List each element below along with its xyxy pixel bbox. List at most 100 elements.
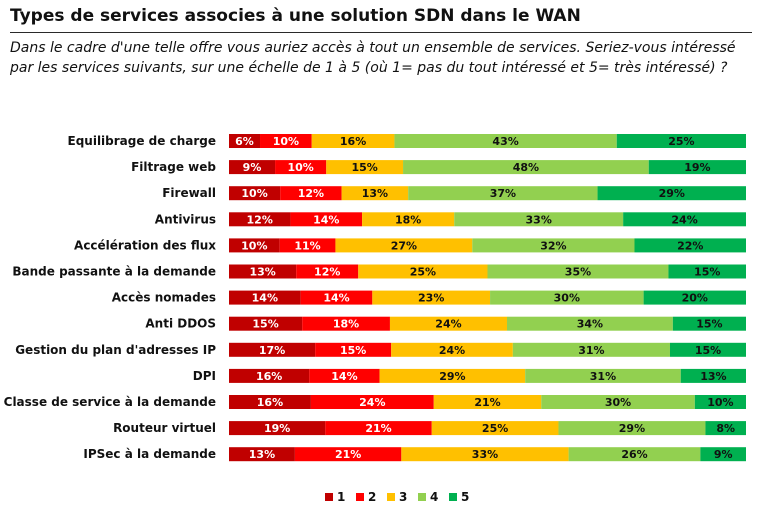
bar-segment-level-4 bbox=[394, 134, 617, 148]
bar-segment-level-3 bbox=[335, 238, 473, 253]
bar-segment-level-3 bbox=[326, 160, 404, 175]
bar-segment-level-2 bbox=[325, 421, 432, 436]
data-label: 13% bbox=[362, 187, 388, 200]
bar-segment-level-1 bbox=[229, 186, 281, 201]
bar-segment-level-1 bbox=[229, 264, 297, 279]
bar-segment-level-3 bbox=[358, 264, 488, 279]
data-label: 32% bbox=[540, 239, 566, 252]
data-label: 13% bbox=[249, 448, 275, 461]
bar-segment-level-4 bbox=[541, 395, 695, 409]
bar-segment-level-3 bbox=[401, 447, 569, 462]
bar-segment-level-1 bbox=[229, 447, 295, 462]
data-label: 25% bbox=[668, 135, 694, 148]
data-label: 35% bbox=[565, 266, 591, 279]
data-label: 27% bbox=[391, 239, 417, 252]
data-label: 29% bbox=[439, 370, 465, 383]
bar-segment-level-4 bbox=[454, 212, 624, 227]
bar-segment-level-2 bbox=[300, 290, 373, 305]
data-label: 16% bbox=[257, 396, 283, 409]
category-label: Bande passante à la demande bbox=[12, 265, 216, 279]
data-label: 21% bbox=[474, 396, 500, 409]
bar-segment-level-3 bbox=[379, 368, 526, 383]
data-label: 12% bbox=[247, 213, 273, 226]
bar-segment-level-4 bbox=[403, 160, 649, 175]
bar-segment-level-5 bbox=[648, 160, 746, 175]
data-label: 25% bbox=[482, 422, 508, 435]
bar-segment-level-3 bbox=[433, 395, 542, 409]
bar-segment-level-3 bbox=[372, 290, 491, 305]
legend-swatch bbox=[449, 493, 457, 501]
data-label: 26% bbox=[621, 448, 647, 461]
bar-segment-level-2 bbox=[279, 238, 336, 253]
data-label: 29% bbox=[659, 187, 685, 200]
data-label: 15% bbox=[340, 344, 366, 357]
data-label: 17% bbox=[259, 344, 285, 357]
category-label: Accélération des flux bbox=[74, 238, 216, 252]
bar-segment-level-4 bbox=[408, 186, 598, 201]
data-label: 24% bbox=[671, 213, 697, 226]
bar-segment-level-3 bbox=[311, 134, 395, 148]
bar-segment-level-5 bbox=[672, 316, 746, 331]
data-label: 14% bbox=[252, 292, 278, 305]
data-label: 43% bbox=[492, 135, 518, 148]
bar-segment-level-4 bbox=[558, 421, 706, 436]
data-label: 24% bbox=[359, 396, 385, 409]
data-label: 19% bbox=[684, 161, 710, 174]
bar-segment-level-1 bbox=[229, 395, 311, 409]
bar-segment-level-5 bbox=[680, 368, 746, 383]
data-label: 10% bbox=[707, 396, 733, 409]
category-label: Antivirus bbox=[155, 212, 216, 226]
data-label: 15% bbox=[694, 266, 720, 279]
data-label: 37% bbox=[490, 187, 516, 200]
bar-segment-level-3 bbox=[389, 316, 508, 331]
data-label: 24% bbox=[439, 344, 465, 357]
data-label: 33% bbox=[526, 213, 552, 226]
bar-segment-level-5 bbox=[700, 447, 746, 462]
data-label: 13% bbox=[249, 266, 275, 279]
bar-segment-level-4 bbox=[512, 342, 670, 357]
data-label: 12% bbox=[314, 266, 340, 279]
data-label: 9% bbox=[243, 161, 262, 174]
bar-segment-level-1 bbox=[229, 316, 303, 331]
legend-label: 4 bbox=[430, 490, 438, 504]
bar-segment-level-2 bbox=[302, 316, 390, 331]
category-label: Gestion du plan d'adresses IP bbox=[15, 343, 216, 357]
data-label: 13% bbox=[700, 370, 726, 383]
data-label: 15% bbox=[695, 344, 721, 357]
bar-segment-level-2 bbox=[275, 160, 327, 175]
data-label: 31% bbox=[590, 370, 616, 383]
bar-segment-level-5 bbox=[694, 395, 746, 409]
bar-segment-level-2 bbox=[309, 368, 380, 383]
category-label: Equilibrage de charge bbox=[68, 134, 217, 148]
bar-segment-level-5 bbox=[597, 186, 746, 201]
data-label: 21% bbox=[335, 448, 361, 461]
legend-label: 3 bbox=[399, 490, 407, 504]
data-label: 23% bbox=[418, 292, 444, 305]
bar-segment-level-5 bbox=[668, 264, 746, 279]
bar-segment-level-3 bbox=[391, 342, 513, 357]
bar-segment-level-4 bbox=[487, 264, 669, 279]
bar-segment-level-2 bbox=[296, 264, 359, 279]
bar-segment-level-2 bbox=[294, 447, 402, 462]
bar-segment-level-5 bbox=[623, 212, 746, 227]
data-label: 48% bbox=[513, 161, 539, 174]
data-label: 24% bbox=[435, 318, 461, 331]
bar-segment-level-5 bbox=[634, 238, 746, 253]
chart-title: Types de services associes à une solutio… bbox=[10, 6, 581, 26]
bar-segment-level-1 bbox=[229, 134, 261, 148]
data-label: 16% bbox=[256, 370, 282, 383]
survey-question: Dans le cadre d'une telle offre vous aur… bbox=[10, 40, 736, 76]
category-label: Routeur virtuel bbox=[113, 421, 216, 435]
legend-swatch bbox=[325, 493, 333, 501]
data-label: 29% bbox=[619, 422, 645, 435]
data-label: 10% bbox=[287, 161, 313, 174]
bar-segment-level-1 bbox=[229, 368, 310, 383]
data-label: 10% bbox=[273, 135, 299, 148]
data-label: 21% bbox=[365, 422, 391, 435]
data-label: 30% bbox=[605, 396, 631, 409]
data-label: 11% bbox=[294, 239, 320, 252]
data-label: 15% bbox=[696, 318, 722, 331]
data-label: 22% bbox=[677, 239, 703, 252]
bar-segment-level-1 bbox=[229, 212, 291, 227]
